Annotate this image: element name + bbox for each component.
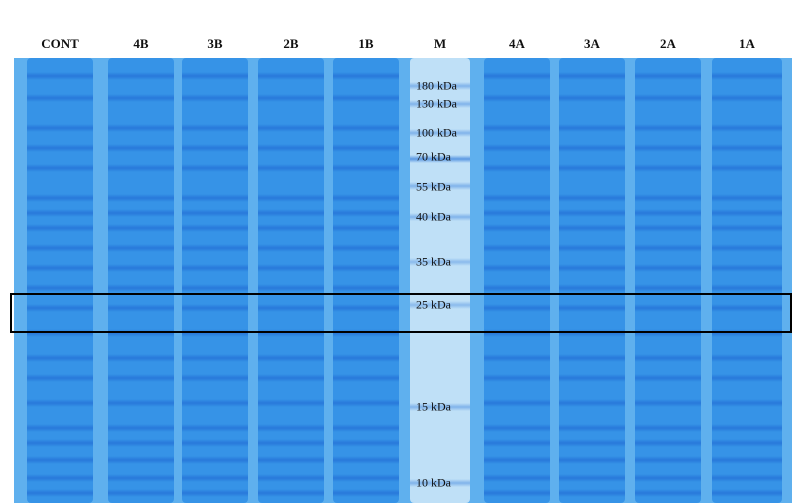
lane-label-cont: CONT bbox=[41, 36, 79, 51]
marker-label-10: 10 kDa bbox=[416, 475, 451, 490]
marker-label-180: 180 kDa bbox=[416, 78, 457, 93]
lane-m bbox=[410, 58, 470, 503]
lane-4b bbox=[108, 58, 174, 503]
lane-2b bbox=[258, 58, 324, 503]
marker-label-35: 35 kDa bbox=[416, 254, 451, 269]
highlight-box-25kda bbox=[10, 293, 792, 333]
lane-label-1a: 1A bbox=[739, 36, 755, 51]
lane-label-m: M bbox=[433, 36, 447, 51]
lane-label-3b: 3B bbox=[207, 36, 223, 51]
lane-label-2a: 2A bbox=[660, 36, 676, 51]
marker-label-130: 130 kDa bbox=[416, 96, 457, 111]
lane-4a bbox=[484, 58, 550, 503]
marker-label-25: 25 kDa bbox=[416, 297, 451, 312]
marker-label-100: 100 kDa bbox=[416, 125, 457, 140]
lane-label-2b: 2B bbox=[283, 36, 299, 51]
lane-3a bbox=[559, 58, 625, 503]
lane-1a bbox=[712, 58, 782, 503]
marker-label-55: 55 kDa bbox=[416, 179, 451, 194]
lane-1b bbox=[333, 58, 399, 503]
marker-label-40: 40 kDa bbox=[416, 209, 451, 224]
marker-label-70: 70 kDa bbox=[416, 149, 451, 164]
lane-2a bbox=[635, 58, 701, 503]
marker-label-15: 15 kDa bbox=[416, 399, 451, 414]
lane-cont bbox=[27, 58, 93, 503]
lane-label-3a: 3A bbox=[584, 36, 600, 51]
lane-label-4b: 4B bbox=[133, 36, 149, 51]
lane-3b bbox=[182, 58, 248, 503]
gel-body bbox=[14, 58, 792, 503]
lane-label-1b: 1B bbox=[358, 36, 374, 51]
lane-label-4a: 4A bbox=[509, 36, 525, 51]
